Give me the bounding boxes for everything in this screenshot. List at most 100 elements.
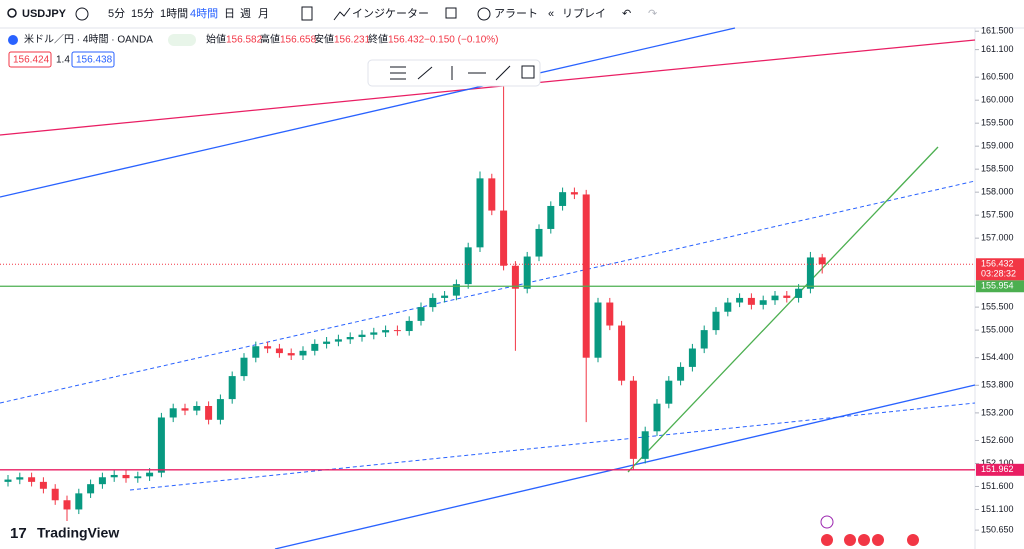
candle-body [275, 348, 283, 354]
candle-body [134, 476, 142, 479]
candle-body [795, 288, 803, 298]
candle-body [181, 408, 189, 411]
y-tick-label: 159.000 [981, 141, 1014, 151]
replay-button[interactable]: リプレイ [562, 7, 606, 20]
y-tick-label: 154.400 [981, 352, 1014, 362]
candle-body [358, 334, 366, 338]
event-icon[interactable] [821, 534, 833, 546]
ask-box[interactable] [71, 51, 115, 68]
legend-label: 終値 [368, 33, 388, 46]
candle-body [747, 297, 755, 305]
candle-body [146, 472, 154, 477]
candle-body [429, 297, 437, 308]
candle-body [370, 332, 378, 335]
tool-icon[interactable] [417, 66, 433, 80]
alert-icon[interactable] [477, 7, 491, 21]
symbol[interactable]: USDJPY [22, 8, 67, 20]
candle-body [464, 247, 472, 285]
candle-body [63, 500, 71, 510]
candle-body [476, 178, 484, 248]
event-icon[interactable] [858, 534, 870, 546]
tool-icon[interactable] [495, 65, 511, 81]
candle-body [736, 297, 744, 303]
tool-icon[interactable] [521, 65, 535, 79]
candle-body [228, 376, 236, 400]
y-tick-label: 157.000 [981, 233, 1014, 243]
y-tick-label: 153.200 [981, 407, 1014, 417]
countdown: 03:28:32 [981, 269, 1016, 279]
candle-body [252, 346, 260, 358]
interval[interactable]: 1時間 [160, 7, 188, 20]
undo[interactable]: ↶ [622, 8, 631, 20]
trendline [274, 384, 976, 549]
chart-type-icon[interactable] [301, 6, 313, 21]
bid-box[interactable] [8, 51, 52, 68]
y-tick-label: 159.500 [981, 118, 1014, 128]
status-pill [168, 34, 196, 46]
last-price-label: 156.432 [981, 259, 1014, 269]
candle-body [500, 210, 508, 266]
candle-body [606, 302, 614, 326]
trendline [129, 402, 976, 491]
add-symbol[interactable] [75, 7, 89, 21]
price-label: 155.954 [981, 281, 1014, 291]
legend: 米ドル／円 · 4時間 · OANDA 始値 156.582 高値 156.65… [8, 33, 499, 68]
legend-label: 始値 [206, 33, 226, 46]
indicator-icon[interactable] [333, 7, 351, 21]
legend-change: −0.150 (−0.10%) [424, 35, 499, 46]
candle-body [618, 325, 626, 381]
indicators-button[interactable]: インジケーター [352, 7, 429, 20]
event-icon[interactable] [907, 534, 919, 546]
interval[interactable]: 日 [224, 8, 235, 20]
candle-body [323, 341, 331, 344]
y-tick-label: 158.500 [981, 164, 1014, 174]
bid[interactable]: 156.424 [13, 55, 50, 66]
trendlines [0, 27, 976, 549]
y-tick-label: 155.500 [981, 301, 1014, 311]
layout-icon[interactable] [445, 7, 457, 19]
interval[interactable]: 15分 [131, 7, 154, 20]
event-icon[interactable] [820, 515, 834, 529]
y-tick-label: 152.100 [981, 458, 1014, 468]
candle-body [157, 417, 165, 473]
trendline [0, 39, 976, 136]
y-tick-label: 151.100 [981, 504, 1014, 514]
y-tick-label: 160.000 [981, 95, 1014, 105]
trendline [0, 180, 976, 404]
event-icon[interactable] [844, 534, 856, 546]
interval[interactable]: 週 [240, 7, 251, 20]
candle-body [511, 265, 519, 289]
search-icon[interactable] [7, 8, 17, 18]
candle-body [28, 477, 36, 482]
candle-body [724, 302, 732, 312]
candle-body [205, 405, 213, 420]
candle-body [393, 330, 401, 332]
event-icon[interactable] [872, 534, 884, 546]
candle-body [39, 481, 47, 489]
candle-body [535, 228, 543, 257]
candle-body [334, 339, 342, 342]
candle-body [818, 257, 826, 265]
legend-label: 高値 [260, 33, 280, 46]
interval-active[interactable]: 4時間 [190, 7, 218, 20]
y-tick-label: 161.100 [981, 44, 1014, 54]
candle-body [417, 307, 425, 321]
redo[interactable]: ↷ [648, 8, 657, 20]
interval[interactable]: 5分 [108, 7, 125, 20]
candle-body [783, 295, 791, 298]
candle-body [216, 399, 224, 420]
candle-body [806, 257, 814, 289]
price-label-bg [976, 280, 1024, 293]
candle-body [547, 205, 555, 229]
candle-body [559, 192, 567, 206]
y-tick-label: 153.800 [981, 380, 1014, 390]
drawing-toolbar [367, 59, 541, 87]
legend-label: 安値 [314, 33, 334, 46]
candle-body [110, 474, 118, 478]
candle-body [759, 300, 767, 305]
interval[interactable]: 月 [258, 8, 269, 20]
replay-icon[interactable]: « [548, 8, 554, 20]
alert-button[interactable]: アラート [494, 8, 538, 20]
ask[interactable]: 156.438 [76, 55, 113, 66]
